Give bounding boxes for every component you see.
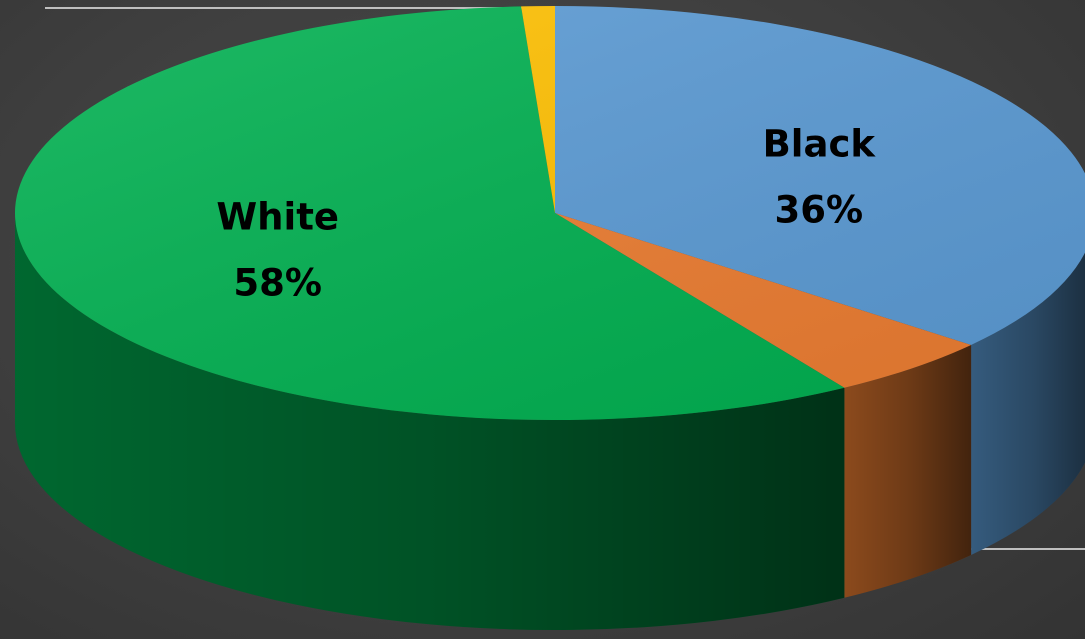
- slice-label-name-black: Black: [763, 123, 877, 166]
- slice-side-shade-white: [15, 213, 845, 630]
- pie-top: [14, 6, 1085, 420]
- slice-label-percent-white: 58%: [233, 262, 322, 305]
- slice-label-percent-black: 36%: [775, 189, 864, 232]
- pie-labels: Black 36% White 58%: [216, 123, 876, 305]
- slice-label-name-white: White: [216, 196, 339, 239]
